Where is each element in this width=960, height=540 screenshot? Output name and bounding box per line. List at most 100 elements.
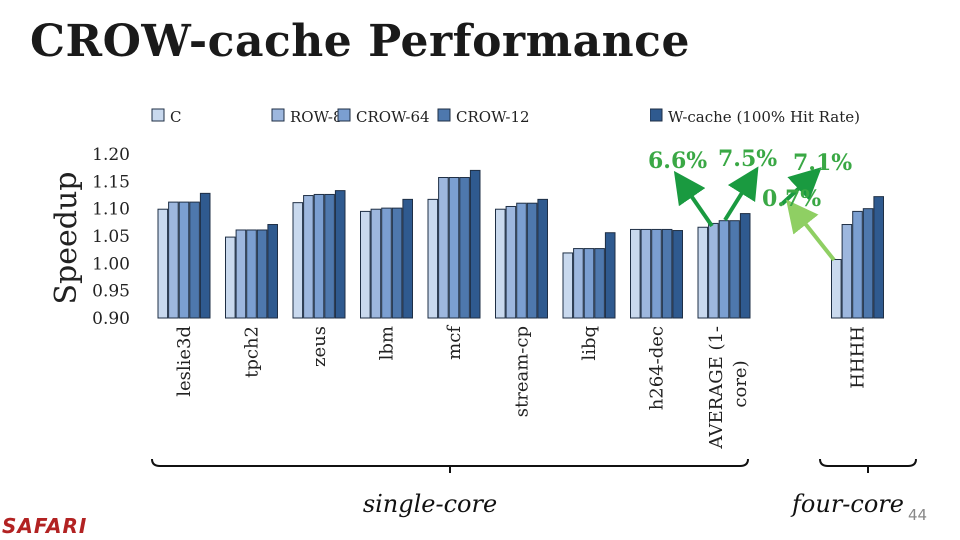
bar-leslie3d-s2 <box>178 201 190 319</box>
bar-libq-s2 <box>583 248 595 319</box>
bar-h264-dec-s4 <box>672 230 684 319</box>
bar-leslie3d-s4 <box>199 192 211 319</box>
category-label: lbm <box>377 326 398 360</box>
bar-zeus-s4 <box>334 190 346 319</box>
category-label-text: leslie3d <box>174 326 195 397</box>
bar-zeus-s1 <box>303 195 314 319</box>
group-bracket <box>151 458 749 473</box>
category-label: mcf <box>444 325 465 360</box>
legend-label: CROW-64 <box>356 108 430 126</box>
bar-lbm-s4 <box>402 198 413 319</box>
annotation-value: 7.1% <box>793 150 852 176</box>
bar-hhhh-s1 <box>841 224 853 319</box>
bar-leslie3d-s1 <box>168 201 179 319</box>
annotation-arrow <box>673 170 714 228</box>
y-tick-label: 1.10 <box>92 200 130 220</box>
bar-average-1-core--s3 <box>729 220 740 319</box>
bar-h264-dec-s2 <box>651 228 662 319</box>
chart-legend: C ROW-8 CROW-64 CROW-12 W-cache (100% Hit Ra… <box>151 104 860 128</box>
legend-swatch <box>649 108 663 122</box>
legend-swatch <box>151 108 165 122</box>
group-label: four-core <box>790 490 904 518</box>
y-axis: 0.90 0.95 1.00 1.05 1.10 1.15 1.20 <box>92 145 130 329</box>
bar-lbm-s3 <box>391 207 403 319</box>
category-label-text: tpch2 <box>242 326 263 378</box>
bar-hhhh-s0 <box>831 259 842 319</box>
bar-mcf-s1 <box>438 177 449 319</box>
bar-stream-cp-s4 <box>537 198 549 319</box>
group-label: single-core <box>363 490 497 518</box>
bar-mcf-s2 <box>448 177 460 319</box>
bar-stream-cp-s0 <box>495 208 506 319</box>
category-label: AVERAGE (1- core) <box>706 326 751 450</box>
bar-h264-dec-s0 <box>630 228 641 319</box>
category-label: tpch2 <box>242 326 263 378</box>
legend-occluder <box>538 104 650 128</box>
bar-mcf-s0 <box>427 198 439 319</box>
bar-leslie3d-s0 <box>157 208 169 319</box>
annotation-arrows <box>673 166 836 262</box>
category-label: libq <box>579 326 600 361</box>
y-tick-label: 1.20 <box>92 145 130 165</box>
bar-tpch2-s4 <box>267 224 278 319</box>
bar-zeus-s2 <box>313 193 325 319</box>
bar-stream-cp-s3 <box>526 202 538 319</box>
category-labels: leslie3d tpch2 zeus lbm mcf stream-cp libq h264… <box>174 325 869 450</box>
page-number: 44 <box>908 506 928 524</box>
bar-average-1-core--s1 <box>708 222 719 319</box>
bar-tpch2-s1 <box>235 229 247 319</box>
legend-label: C <box>170 108 181 126</box>
bar-stream-cp-s1 <box>505 205 517 319</box>
bar-libq-s3 <box>594 248 605 319</box>
bar-lbm-s1 <box>370 208 382 319</box>
legend-swatch <box>271 108 285 122</box>
bar-lbm-s2 <box>381 207 392 319</box>
legend-label: ROW-8 <box>290 108 343 126</box>
y-tick-label: 1.15 <box>92 172 130 192</box>
bar-tpch2-s3 <box>256 229 268 319</box>
annotation-arrow <box>786 199 836 262</box>
bar-libq-s4 <box>604 232 616 319</box>
bar-average-1-core--s0 <box>697 226 709 319</box>
bar-tpch2-s0 <box>225 236 236 319</box>
category-label-line: core) <box>730 360 751 407</box>
annotation-labels: 6.6% 7.5% 7.1% 0.7% <box>648 146 852 212</box>
y-tick-label: 0.95 <box>92 282 130 302</box>
bar-libq-s0 <box>562 252 574 319</box>
y-axis-label: Speedup <box>49 172 84 305</box>
annotation-arrow <box>723 166 759 222</box>
y-tick-label: 1.05 <box>92 227 130 247</box>
slide-title: CROW-cache Performance <box>30 16 690 67</box>
category-label-line: AVERAGE (1- <box>706 326 727 450</box>
bar-average-1-core--s4 <box>739 213 751 319</box>
legend-occluder <box>186 104 268 128</box>
category-label-text: stream-cp <box>512 326 533 417</box>
legend-label: CROW-12 <box>456 108 530 126</box>
bar-h264-dec-s3 <box>661 228 673 319</box>
bar-hhhh-s2 <box>852 210 863 319</box>
bar-hhhh-s3 <box>862 208 874 319</box>
bar-zeus-s0 <box>292 202 304 319</box>
bar-stream-cp-s2 <box>516 202 527 319</box>
y-tick-label: 1.00 <box>92 254 130 274</box>
group-brackets: single-core four-core <box>151 458 917 518</box>
legend-swatch <box>437 108 451 122</box>
category-label-text: zeus <box>309 326 330 367</box>
category-label-text: HHHH <box>848 326 869 389</box>
category-label: h264-dec <box>647 326 668 410</box>
category-label: zeus <box>309 326 330 367</box>
legend-label: W-cache (100% Hit Rate) <box>668 108 860 126</box>
category-label-text: h264-dec <box>647 326 668 410</box>
category-label-text: lbm <box>377 326 398 360</box>
legend-swatch <box>337 108 351 122</box>
category-label-text: libq <box>579 326 600 361</box>
bar-average-1-core--s2 <box>718 220 730 319</box>
bar-zeus-s3 <box>324 193 335 319</box>
bar-series <box>157 169 885 319</box>
bar-mcf-s3 <box>459 177 470 319</box>
bar-leslie3d-s3 <box>189 201 200 319</box>
annotation-value: 6.6% <box>648 148 707 174</box>
bar-lbm-s0 <box>360 210 371 319</box>
safari-logo: SAFARI <box>2 514 88 538</box>
